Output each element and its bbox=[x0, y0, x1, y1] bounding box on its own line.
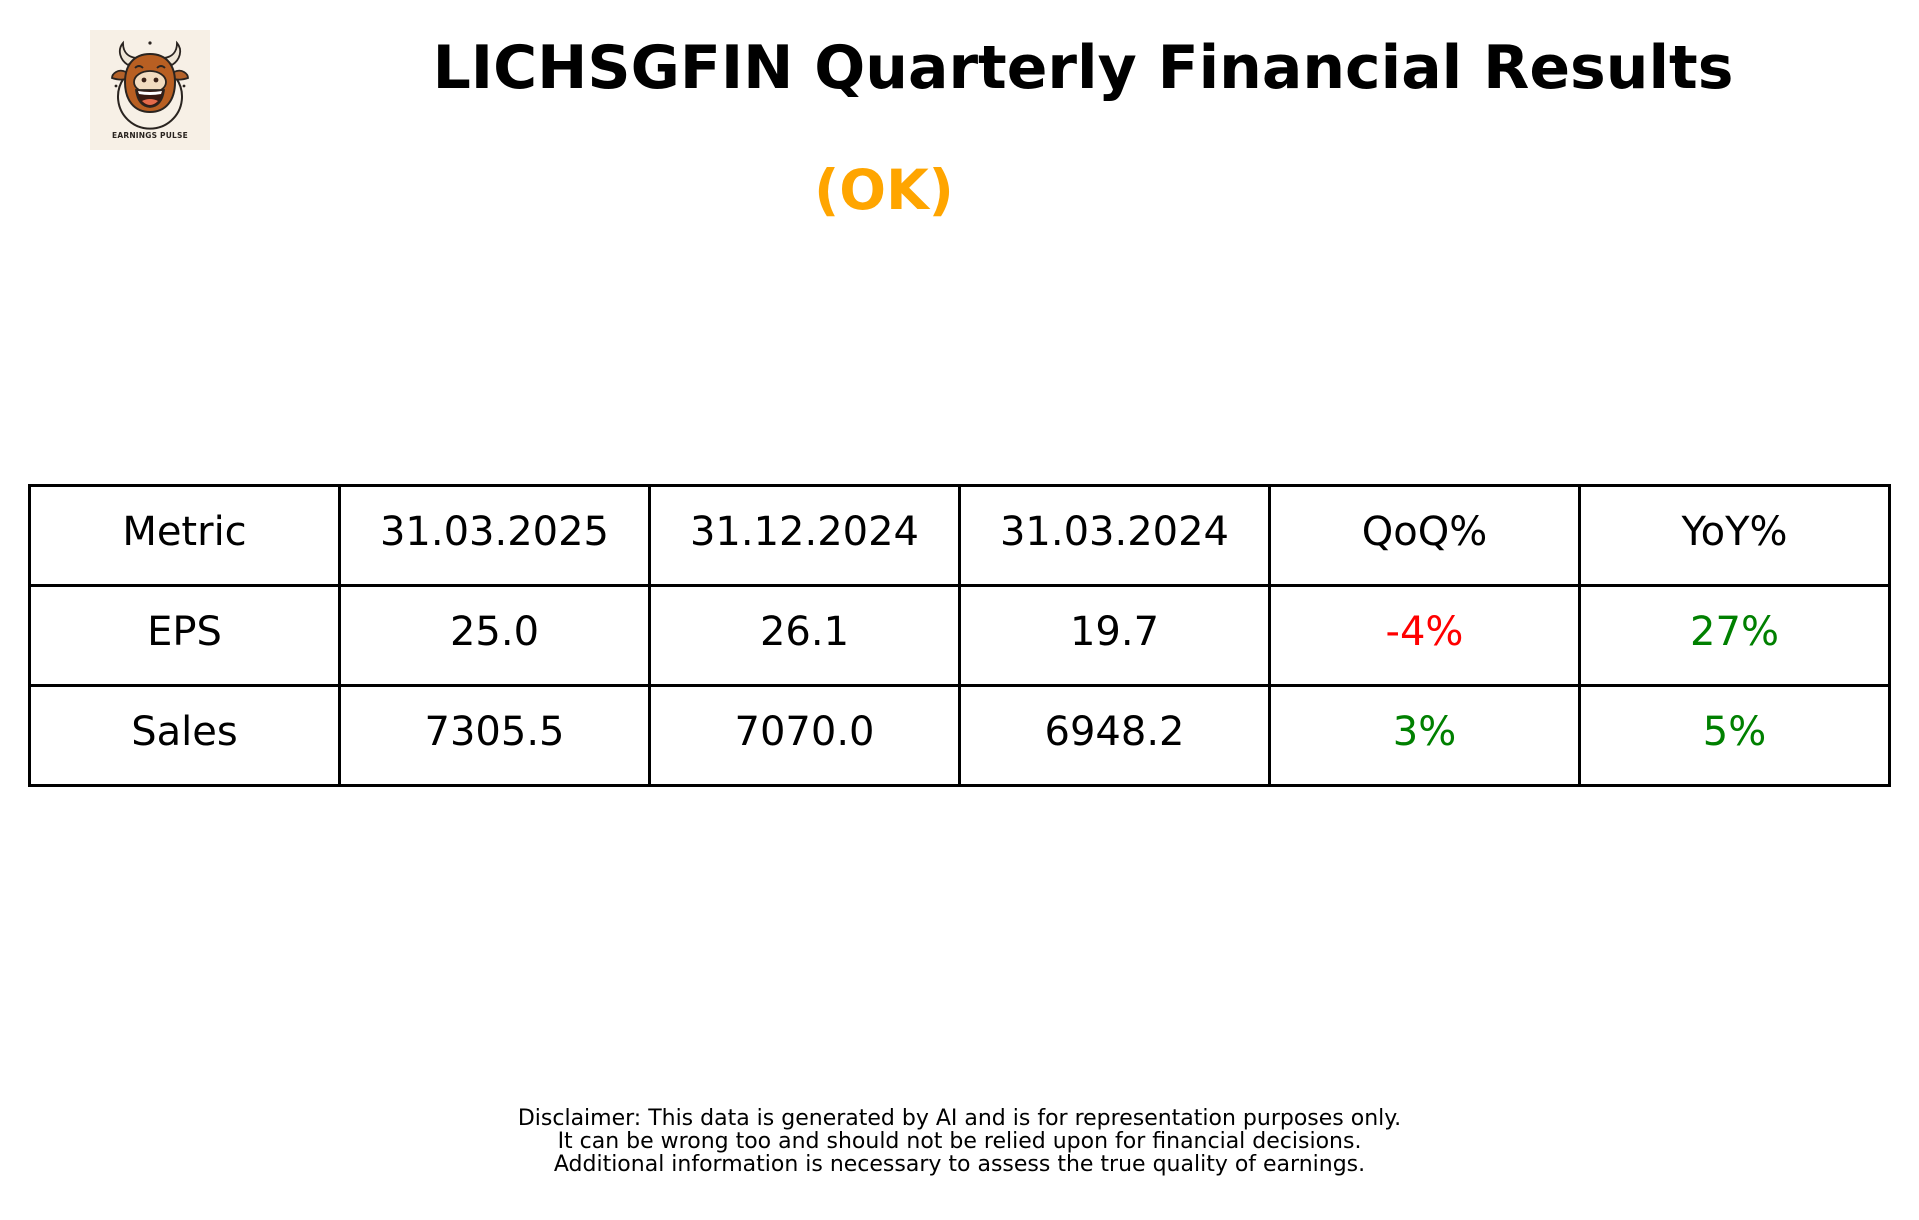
header-quarter-current: 31.03.2025 bbox=[338, 484, 651, 587]
cell-value: 19.7 bbox=[958, 584, 1271, 687]
page-title: LICHSGFIN Quarterly Financial Results bbox=[432, 33, 1734, 103]
disclaimer: Disclaimer: This data is generated by AI… bbox=[0, 1107, 1919, 1176]
cell-qoq: -4% bbox=[1268, 584, 1581, 687]
cell-yoy: 5% bbox=[1578, 684, 1891, 787]
header-quarter-previous: 31.12.2024 bbox=[648, 484, 961, 587]
cell-value: 7305.5 bbox=[338, 684, 651, 787]
cell-metric: EPS bbox=[28, 584, 341, 687]
table-header-row: Metric 31.03.2025 31.12.2024 31.03.2024 … bbox=[28, 484, 1891, 587]
table-row-eps: EPS 25.0 26.1 19.7 -4% 27% bbox=[28, 584, 1891, 687]
header-metric: Metric bbox=[28, 484, 341, 587]
cell-value: 26.1 bbox=[648, 584, 961, 687]
cell-qoq: 3% bbox=[1268, 684, 1581, 787]
cell-value: 6948.2 bbox=[958, 684, 1271, 787]
earnings-pulse-logo: EARNINGS PULSE bbox=[90, 30, 210, 150]
header-quarter-year-ago: 31.03.2024 bbox=[958, 484, 1271, 587]
logo-text: EARNINGS PULSE bbox=[112, 131, 188, 140]
cell-metric: Sales bbox=[28, 684, 341, 787]
disclaimer-line: Disclaimer: This data is generated by AI… bbox=[517, 1106, 1402, 1131]
results-table: Metric 31.03.2025 31.12.2024 31.03.2024 … bbox=[28, 484, 1891, 787]
header-qoq: QoQ% bbox=[1268, 484, 1581, 587]
table-row-sales: Sales 7305.5 7070.0 6948.2 3% 5% bbox=[28, 684, 1891, 787]
cell-value: 25.0 bbox=[338, 584, 651, 687]
header-yoy: YoY% bbox=[1578, 484, 1891, 587]
disclaimer-line: It can be wrong too and should not be re… bbox=[557, 1129, 1362, 1154]
bull-head-icon bbox=[111, 40, 189, 130]
rating-badge: (OK) bbox=[814, 158, 954, 222]
cell-yoy: 27% bbox=[1578, 584, 1891, 687]
cell-value: 7070.0 bbox=[648, 684, 961, 787]
disclaimer-line: Additional information is necessary to a… bbox=[553, 1152, 1366, 1177]
